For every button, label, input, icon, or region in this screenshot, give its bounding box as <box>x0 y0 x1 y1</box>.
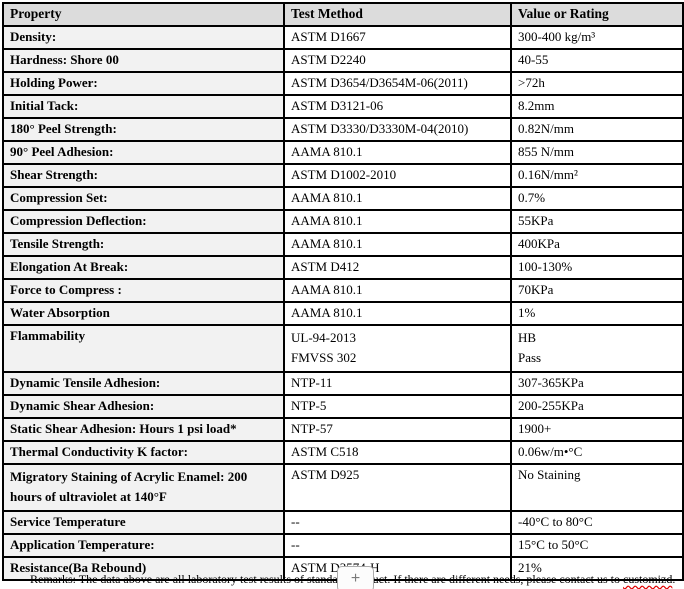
table-header-row: Property Test Method Value or Rating <box>2 2 684 27</box>
cell-test-method: ASTM D1002-2010 <box>283 163 512 188</box>
cell-test-method: AAMA 810.1 <box>283 301 512 326</box>
cell-value: 40-55 <box>510 48 684 73</box>
cell-value: 200-255KPa <box>510 394 684 419</box>
table-row: Compression Set: AAMA 810.1 0.7% <box>2 186 684 211</box>
cell-test-method: AAMA 810.1 <box>283 232 512 257</box>
table-row: Shear Strength: ASTM D1002-2010 0.16N/mm² <box>2 163 684 188</box>
cell-property: Application Temperature: <box>2 533 285 558</box>
column-header-value-or-rating: Value or Rating <box>510 2 684 27</box>
table-row: Thermal Conductivity K factor: ASTM C518 0… <box>2 440 684 465</box>
cell-value: 0.82N/mm <box>510 117 684 142</box>
table-row: Hardness: Shore 00 ASTM D2240 40-55 <box>2 48 684 73</box>
cell-value: 100-130% <box>510 255 684 280</box>
column-header-property: Property <box>2 2 285 27</box>
table-row: Initial Tack: ASTM D3121-06 8.2mm <box>2 94 684 119</box>
remarks-misspelled-word: customizd <box>623 572 673 586</box>
cell-property: Compression Set: <box>2 186 285 211</box>
cell-value: 1% <box>510 301 684 326</box>
cell-test-method: ASTM D2240 <box>283 48 512 73</box>
column-header-test-method: Test Method <box>283 2 512 27</box>
cell-test-method: ASTM D925 <box>283 463 512 512</box>
remarks-period: . <box>672 572 676 586</box>
plus-button[interactable]: + <box>337 566 374 589</box>
cell-property: Resistance(Ba Rebound) <box>2 556 285 581</box>
cell-value: 0.06w/m•°C <box>510 440 684 465</box>
table-row: 180° Peel Strength: ASTM D3330/D3330M-04(… <box>2 117 684 142</box>
cell-property: Flammability <box>2 324 285 373</box>
spec-table-body: Density: ASTM D1667 300-400 kg/m³ Hardness:… <box>2 25 684 581</box>
table-row: Static Shear Adhesion: Hours 1 psi load*… <box>2 417 684 442</box>
cell-property: Migratory Staining of Acrylic Enamel: 20… <box>2 463 285 512</box>
cell-property: Water Absorption <box>2 301 285 326</box>
table-row: Water Absorption AAMA 810.1 1% <box>2 301 684 326</box>
cell-test-method: -- <box>283 510 512 535</box>
cell-property: Thermal Conductivity K factor: <box>2 440 285 465</box>
cell-property: Static Shear Adhesion: Hours 1 psi load* <box>2 417 285 442</box>
cell-value: 0.16N/mm² <box>510 163 684 188</box>
table-row: Holding Power: ASTM D3654/D3654M-06(2011)… <box>2 71 684 96</box>
table-row: Tensile Strength: AAMA 810.1 400KPa <box>2 232 684 257</box>
cell-property: Dynamic Tensile Adhesion: <box>2 371 285 396</box>
cell-test-method: AAMA 810.1 <box>283 278 512 303</box>
cell-test-method: ASTM D1667 <box>283 25 512 50</box>
cell-value: No Staining <box>510 463 684 512</box>
table-row: Dynamic Tensile Adhesion: NTP-11 307-365KP… <box>2 371 684 396</box>
cell-value: 21% <box>510 556 684 581</box>
cell-value: 400KPa <box>510 232 684 257</box>
cell-test-method: ASTM D3121-06 <box>283 94 512 119</box>
table-row: Compression Deflection: AAMA 810.1 55KPa <box>2 209 684 234</box>
cell-value: 307-365KPa <box>510 371 684 396</box>
cell-test-method: ASTM C518 <box>283 440 512 465</box>
cell-property: Shear Strength: <box>2 163 285 188</box>
cell-value: 8.2mm <box>510 94 684 119</box>
cell-value: 70KPa <box>510 278 684 303</box>
cell-value: -40°C to 80°C <box>510 510 684 535</box>
cell-value: HB Pass <box>510 324 684 373</box>
cell-test-method: ASTM D3330/D3330M-04(2010) <box>283 117 512 142</box>
cell-test-method: AAMA 810.1 <box>283 209 512 234</box>
cell-property: Tensile Strength: <box>2 232 285 257</box>
cell-value: 300-400 kg/m³ <box>510 25 684 50</box>
cell-test-method: ASTM D3654/D3654M-06(2011) <box>283 71 512 96</box>
cell-property: Density: <box>2 25 285 50</box>
cell-test-method: NTP-57 <box>283 417 512 442</box>
table-row: Elongation At Break: ASTM D412 100-130% <box>2 255 684 280</box>
cell-test-method: -- <box>283 533 512 558</box>
cell-test-method: UL-94-2013 FMVSS 302 <box>283 324 512 373</box>
cell-property: Force to Compress : <box>2 278 285 303</box>
plus-icon: + <box>350 570 361 587</box>
cell-property: 180° Peel Strength: <box>2 117 285 142</box>
remarks-line: Remarks: The data above are all laborato… <box>30 572 675 587</box>
cell-test-method: NTP-11 <box>283 371 512 396</box>
table-row: Dynamic Shear Adhesion: NTP-5 200-255KPa <box>2 394 684 419</box>
cell-value: 15°C to 50°C <box>510 533 684 558</box>
cell-property: Elongation At Break: <box>2 255 285 280</box>
cell-test-method: NTP-5 <box>283 394 512 419</box>
cell-property: Compression Deflection: <box>2 209 285 234</box>
table-row: Application Temperature: -- 15°C to 50°C <box>2 533 684 558</box>
cell-property: Holding Power: <box>2 71 285 96</box>
table-row: Migratory Staining of Acrylic Enamel: 20… <box>2 463 684 512</box>
cell-property: Service Temperature <box>2 510 285 535</box>
cell-test-method: AAMA 810.1 <box>283 186 512 211</box>
cell-property: 90° Peel Adhesion: <box>2 140 285 165</box>
cell-value: 0.7% <box>510 186 684 211</box>
cell-property: Hardness: Shore 00 <box>2 48 285 73</box>
table-row: Density: ASTM D1667 300-400 kg/m³ <box>2 25 684 50</box>
cell-test-method: ASTM D412 <box>283 255 512 280</box>
cell-value: 1900+ <box>510 417 684 442</box>
table-row: Service Temperature -- -40°C to 80°C <box>2 510 684 535</box>
table-row: Flammability UL-94-2013 FMVSS 302 HB Pass <box>2 324 684 373</box>
cell-value: >72h <box>510 71 684 96</box>
table-row: 90° Peel Adhesion: AAMA 810.1 855 N/mm <box>2 140 684 165</box>
remarks-text: Remarks: The data above are all laborato… <box>30 572 623 586</box>
table-row: Force to Compress : AAMA 810.1 70KPa <box>2 278 684 303</box>
cell-property: Dynamic Shear Adhesion: <box>2 394 285 419</box>
cell-value: 55KPa <box>510 209 684 234</box>
cell-test-method: AAMA 810.1 <box>283 140 512 165</box>
cell-property: Initial Tack: <box>2 94 285 119</box>
cell-value: 855 N/mm <box>510 140 684 165</box>
